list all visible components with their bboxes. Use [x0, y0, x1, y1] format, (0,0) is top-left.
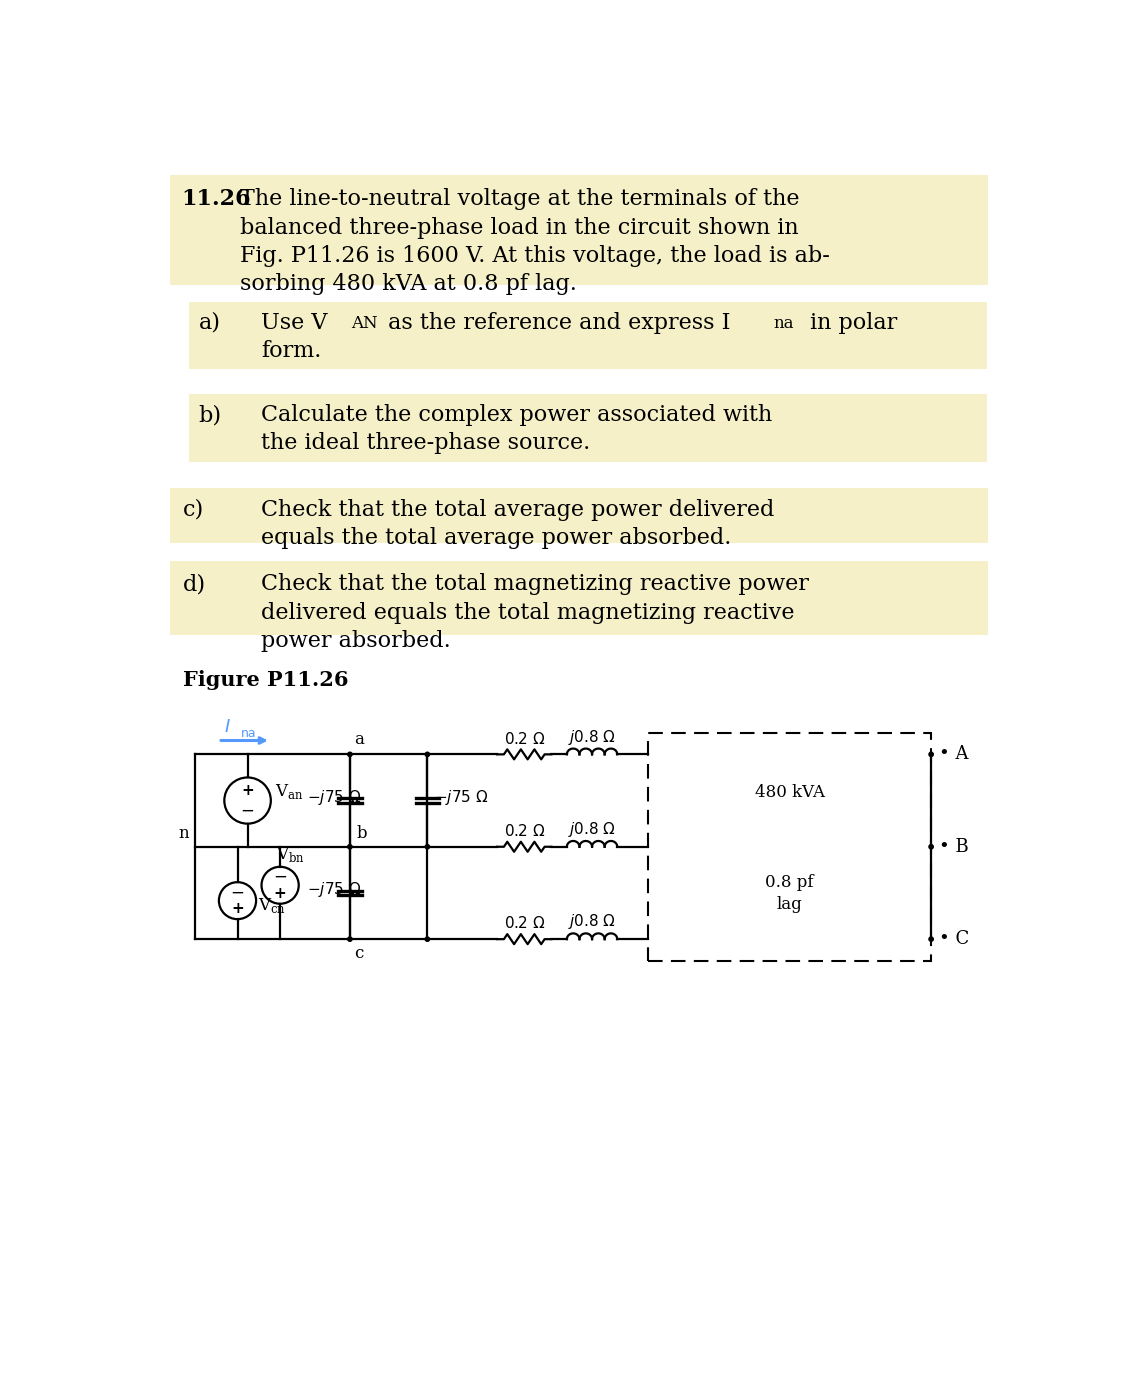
- Text: Check that the total magnetizing reactive power: Check that the total magnetizing reactiv…: [261, 573, 809, 595]
- Text: 11.26: 11.26: [181, 188, 251, 210]
- Text: −: −: [231, 883, 244, 901]
- Text: $-j75\ \Omega$: $-j75\ \Omega$: [433, 787, 488, 807]
- Circle shape: [425, 937, 430, 941]
- Text: −: −: [273, 868, 287, 886]
- Circle shape: [929, 753, 934, 757]
- Text: the ideal three-phase source.: the ideal three-phase source.: [261, 432, 590, 454]
- Text: +: +: [273, 886, 287, 901]
- Bar: [189, 394, 987, 462]
- Text: • A: • A: [939, 746, 969, 764]
- Text: as the reference and express I: as the reference and express I: [381, 311, 730, 334]
- Text: $I$: $I$: [224, 718, 231, 736]
- Text: Figure P11.26: Figure P11.26: [183, 670, 349, 689]
- Bar: [189, 302, 987, 370]
- Text: V$_{\mathregular{bn}}$: V$_{\mathregular{bn}}$: [277, 846, 305, 865]
- Text: • B: • B: [939, 837, 969, 855]
- Text: −: −: [241, 801, 254, 819]
- Text: delivered equals the total magnetizing reactive: delivered equals the total magnetizing r…: [261, 602, 794, 624]
- Text: 0.8 pf: 0.8 pf: [765, 873, 814, 891]
- Text: Check that the total average power delivered: Check that the total average power deliv…: [261, 498, 774, 520]
- Bar: [170, 176, 988, 285]
- Text: AN: AN: [351, 316, 378, 332]
- Text: b: b: [357, 825, 367, 841]
- Text: $j0.8\ \Omega$: $j0.8\ \Omega$: [568, 912, 616, 931]
- Text: b): b): [199, 404, 222, 426]
- Text: c): c): [183, 498, 205, 520]
- Circle shape: [929, 844, 934, 848]
- Text: $j0.8\ \Omega$: $j0.8\ \Omega$: [568, 728, 616, 746]
- Text: d): d): [183, 573, 206, 595]
- Text: 480 kVA: 480 kVA: [755, 785, 825, 801]
- Bar: [648, 732, 932, 960]
- Text: The line-to-neutral voltage at the terminals of the: The line-to-neutral voltage at the termi…: [240, 188, 800, 210]
- Text: lag: lag: [776, 895, 802, 913]
- Text: $-j75\ \Omega$: $-j75\ \Omega$: [307, 880, 362, 900]
- Text: c: c: [354, 945, 363, 962]
- Text: balanced three-phase load in the circuit shown in: balanced three-phase load in the circuit…: [240, 216, 799, 238]
- Text: power absorbed.: power absorbed.: [261, 630, 450, 652]
- Text: $0.2\ \Omega$: $0.2\ \Omega$: [504, 731, 544, 746]
- Text: $0.2\ \Omega$: $0.2\ \Omega$: [504, 823, 544, 839]
- Text: na: na: [242, 727, 256, 739]
- Bar: [170, 489, 988, 544]
- Bar: [170, 561, 988, 635]
- Text: +: +: [241, 783, 254, 797]
- Circle shape: [425, 844, 430, 848]
- Text: sorbing 480 kVA at 0.8 pf lag.: sorbing 480 kVA at 0.8 pf lag.: [240, 273, 577, 295]
- Text: Calculate the complex power associated with: Calculate the complex power associated w…: [261, 404, 772, 426]
- Circle shape: [348, 937, 352, 941]
- Text: • C: • C: [939, 930, 969, 948]
- Text: $j0.8\ \Omega$: $j0.8\ \Omega$: [568, 821, 616, 839]
- Text: V$_{\mathregular{cn}}$: V$_{\mathregular{cn}}$: [259, 895, 287, 915]
- Text: na: na: [774, 316, 794, 332]
- Text: V$_{\mathregular{an}}$: V$_{\mathregular{an}}$: [274, 782, 303, 801]
- Text: a: a: [354, 731, 364, 749]
- Circle shape: [929, 937, 934, 941]
- Circle shape: [348, 753, 352, 757]
- Circle shape: [425, 753, 430, 757]
- Text: form.: form.: [261, 339, 321, 361]
- Text: equals the total average power absorbed.: equals the total average power absorbed.: [261, 527, 731, 549]
- Circle shape: [348, 844, 352, 848]
- Text: Use V: Use V: [261, 311, 327, 334]
- Text: a): a): [199, 311, 221, 334]
- Text: $0.2\ \Omega$: $0.2\ \Omega$: [504, 915, 544, 931]
- Text: n: n: [179, 825, 189, 841]
- Text: Fig. P11.26 is 1600 V. At this voltage, the load is ab-: Fig. P11.26 is 1600 V. At this voltage, …: [240, 245, 830, 267]
- Text: +: +: [231, 901, 244, 916]
- Text: $-j75\ \Omega$: $-j75\ \Omega$: [307, 787, 362, 807]
- Text: in polar: in polar: [803, 311, 898, 334]
